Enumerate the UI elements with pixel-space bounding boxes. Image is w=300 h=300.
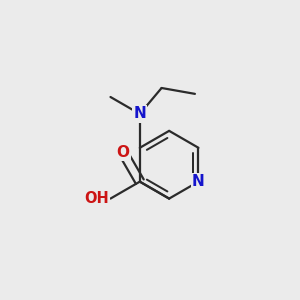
- Text: N: N: [134, 106, 146, 122]
- Text: N: N: [192, 174, 205, 189]
- Text: OH: OH: [84, 191, 109, 206]
- Text: O: O: [116, 145, 129, 160]
